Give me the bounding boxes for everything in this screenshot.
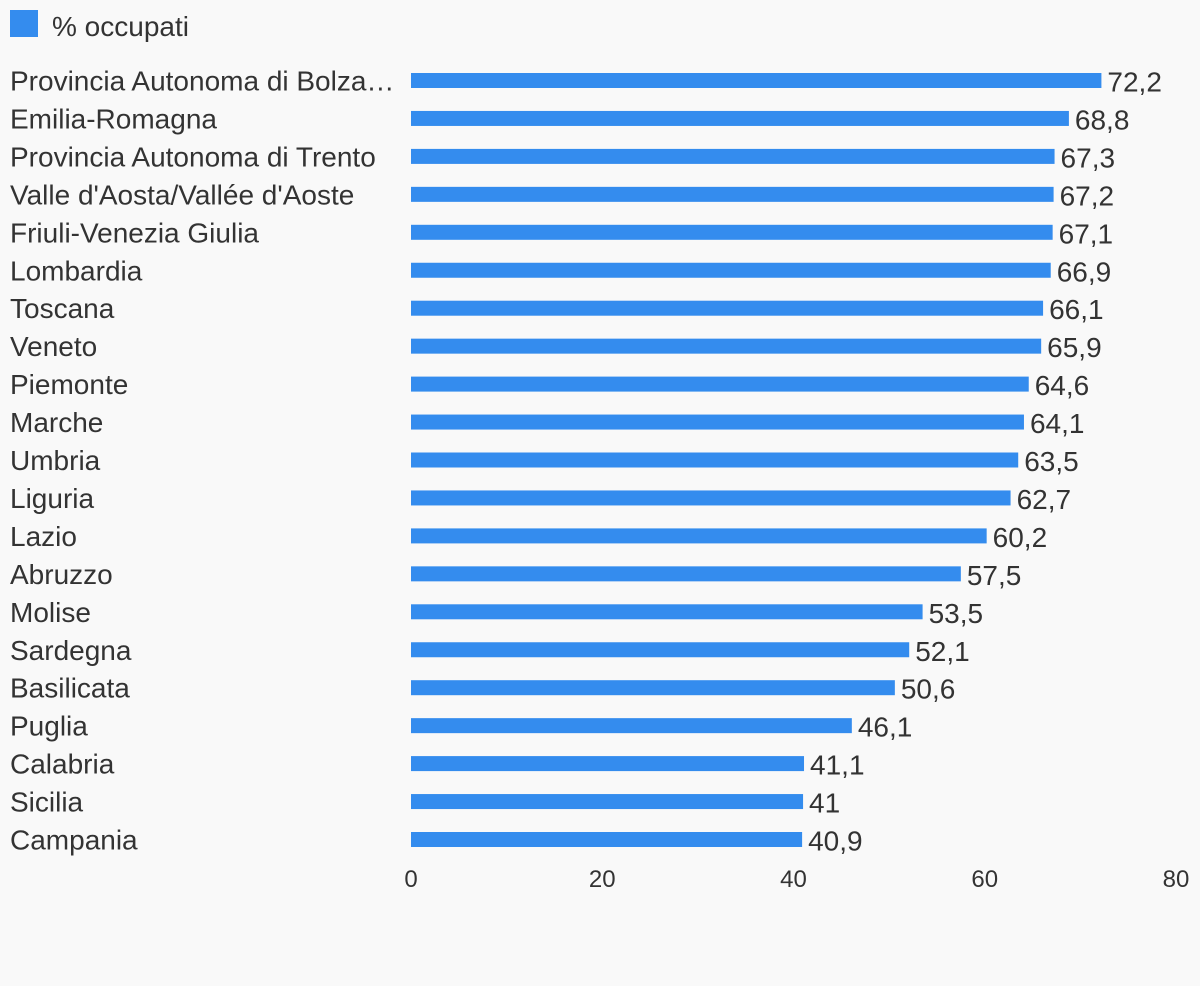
category-label: Marche <box>10 407 103 438</box>
category-label: Liguria <box>10 483 94 514</box>
value-label: 62,7 <box>1017 484 1072 515</box>
category-label: Sardegna <box>10 635 132 666</box>
category-label: Valle d'Aosta/Vallée d'Aoste <box>10 179 354 210</box>
bar <box>411 756 805 772</box>
x-tick-label: 80 <box>1163 866 1190 893</box>
category-label: Emilia-Romagna <box>10 103 217 134</box>
value-labels-group: 72,2 68,8 67,3 67,2 67,1 66,9 66,1 65,9 64,6 64,1… <box>808 67 1162 857</box>
category-label: Molise <box>10 597 91 628</box>
x-tick-label: 0 <box>404 866 417 893</box>
category-labels-group: Provincia Autonoma di Bolza… Emilia-Romag… <box>10 66 394 856</box>
value-label: 53,5 <box>929 598 984 629</box>
bar <box>411 604 923 620</box>
bar <box>411 490 1011 506</box>
bar <box>411 186 1054 202</box>
bar <box>411 794 804 810</box>
value-label: 60,2 <box>993 522 1047 553</box>
value-label: 72,2 <box>1107 67 1162 98</box>
category-label: Lombardia <box>10 255 143 286</box>
value-label: 41,1 <box>810 750 865 781</box>
bar <box>411 338 1042 354</box>
value-label: 67,2 <box>1060 180 1115 211</box>
x-tick-label: 20 <box>589 866 616 893</box>
value-label: 64,1 <box>1030 408 1085 439</box>
value-label: 41 <box>809 788 840 819</box>
bar <box>411 528 987 544</box>
value-label: 57,5 <box>967 560 1022 591</box>
legend-label: % occupati <box>52 11 189 42</box>
value-label: 46,1 <box>858 712 913 743</box>
bar <box>411 148 1055 164</box>
bar <box>411 452 1019 468</box>
value-label: 40,9 <box>808 826 863 857</box>
category-label: Puglia <box>10 711 88 742</box>
bar <box>411 300 1044 316</box>
bar <box>411 110 1069 126</box>
legend-swatch <box>10 10 38 37</box>
category-label: Veneto <box>10 331 97 362</box>
legend: % occupati <box>10 10 189 42</box>
x-tick-label: 40 <box>780 866 807 893</box>
category-label: Friuli-Venezia Giulia <box>10 217 259 248</box>
bar <box>411 566 961 582</box>
bar <box>411 680 895 696</box>
category-label: Sicilia <box>10 787 84 818</box>
bar <box>411 376 1029 392</box>
category-label: Provincia Autonoma di Trento <box>10 141 376 172</box>
x-tick-label: 60 <box>971 866 998 893</box>
value-label: 66,1 <box>1049 294 1104 325</box>
category-label: Piemonte <box>10 369 128 400</box>
value-label: 66,9 <box>1057 256 1112 287</box>
category-label: Abruzzo <box>10 559 113 590</box>
value-label: 68,8 <box>1075 104 1130 135</box>
value-label: 50,6 <box>901 674 956 705</box>
value-label: 52,1 <box>915 636 970 667</box>
value-label: 64,6 <box>1035 370 1090 401</box>
x-axis-ticks-group: 0 20 40 60 80 <box>404 866 1189 893</box>
category-label: Umbria <box>10 445 101 476</box>
bars-group <box>411 73 1102 847</box>
bar <box>411 718 852 734</box>
value-label: 63,5 <box>1024 446 1079 477</box>
bar <box>411 73 1102 88</box>
bar <box>411 414 1024 430</box>
bar <box>411 224 1053 240</box>
bar <box>411 262 1051 278</box>
category-label: Basilicata <box>10 673 130 704</box>
bar <box>411 832 803 847</box>
category-label: Lazio <box>10 521 77 552</box>
value-label: 65,9 <box>1047 332 1102 363</box>
category-label: Toscana <box>10 293 115 324</box>
bar <box>411 642 910 658</box>
category-label: Campania <box>10 825 138 856</box>
category-label: Calabria <box>10 749 115 780</box>
category-label: Provincia Autonoma di Bolza… <box>10 66 394 97</box>
value-label: 67,3 <box>1061 142 1116 173</box>
value-label: 67,1 <box>1059 218 1114 249</box>
